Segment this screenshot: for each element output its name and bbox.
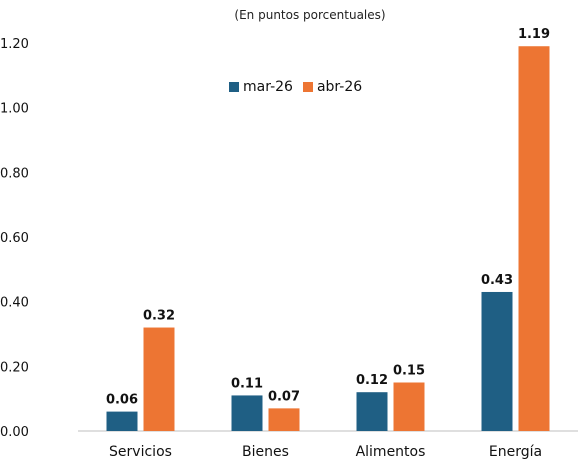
y-tick-label: 0.20 — [0, 360, 29, 375]
chart-subtitle: (En puntos porcentuales) — [234, 8, 386, 22]
bar-abr-26 — [518, 46, 550, 431]
bar-mar-26 — [356, 392, 388, 431]
legend-label-mar-26: mar-26 — [243, 79, 293, 95]
data-label-mar-26: 0.11 — [231, 376, 263, 391]
data-label-abr-26: 1.19 — [518, 27, 550, 42]
data-label-mar-26: 0.06 — [106, 393, 138, 408]
x-category-label: Servicios — [109, 444, 172, 460]
y-tick-label: 1.00 — [0, 102, 29, 117]
legend-swatch-mar-26 — [229, 82, 239, 92]
data-label-mar-26: 0.43 — [481, 273, 513, 288]
legend-swatch-abr-26 — [302, 82, 313, 92]
x-category-label: Bienes — [242, 444, 289, 460]
legend-label-abr-26: abr-26 — [316, 79, 363, 95]
data-label-abr-26: 0.07 — [268, 389, 300, 404]
bar-mar-26 — [231, 395, 263, 431]
bar-mar-26 — [481, 291, 513, 431]
bar-abr-26 — [143, 327, 175, 431]
legend-item-mar-26: mar-26 — [229, 79, 293, 95]
y-tick-label: 0.00 — [0, 425, 29, 440]
y-tick-label: 0.60 — [0, 231, 29, 246]
data-label-abr-26: 0.15 — [393, 364, 425, 379]
y-tick-label: 1.20 — [0, 37, 29, 52]
data-label-mar-26: 0.12 — [356, 373, 388, 388]
x-category-label: Energía — [489, 444, 542, 460]
chart-legend: mar-26 abr-26 — [229, 79, 362, 95]
y-tick-label: 0.80 — [0, 166, 29, 181]
data-label-abr-26: 0.32 — [143, 309, 175, 324]
x-category-label: Alimentos — [356, 444, 426, 460]
bar-abr-26 — [268, 408, 300, 431]
bar-abr-26 — [393, 382, 425, 431]
y-tick-label: 0.40 — [0, 296, 29, 311]
bar-mar-26 — [106, 411, 138, 431]
legend-item-abr-26: abr-26 — [302, 79, 363, 95]
